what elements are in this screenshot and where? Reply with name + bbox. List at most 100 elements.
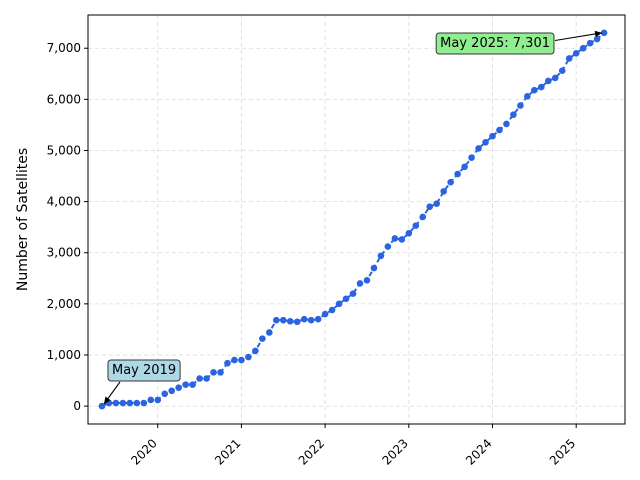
- data-point: [196, 375, 203, 382]
- y-tick-label: 2,000: [47, 297, 81, 311]
- data-point: [517, 102, 524, 109]
- data-point: [245, 353, 252, 361]
- data-point: [579, 44, 587, 52]
- data-point: [377, 252, 385, 260]
- data-point: [538, 83, 545, 91]
- data-point: [293, 318, 301, 326]
- data-point: [363, 277, 371, 284]
- y-tick-label: 6,000: [47, 92, 81, 106]
- annotation-arrowhead: [103, 396, 111, 405]
- y-tick-label: 4,000: [47, 195, 81, 209]
- data-point: [335, 300, 343, 308]
- data-point: [370, 264, 378, 272]
- data-point: [489, 132, 496, 140]
- data-point: [147, 396, 155, 404]
- data-points-layer: [98, 29, 608, 410]
- data-point: [119, 399, 127, 407]
- data-point: [593, 35, 601, 43]
- data-point: [126, 399, 134, 407]
- data-point: [231, 356, 238, 364]
- data-point: [572, 50, 580, 57]
- data-point: [461, 163, 468, 171]
- data-point: [300, 315, 308, 323]
- annotations-layer: May 2019 May 2025: 7,301: [103, 30, 603, 405]
- data-point: [510, 111, 517, 118]
- data-point: [524, 92, 531, 100]
- data-point: [328, 306, 336, 314]
- data-point: [391, 235, 399, 242]
- data-point: [252, 347, 259, 355]
- data-point: [182, 381, 189, 388]
- x-tick-label: 2021: [212, 436, 243, 467]
- data-point: [454, 170, 461, 178]
- data-point: [405, 230, 413, 237]
- x-tick-label: 2022: [296, 436, 327, 467]
- data-point: [266, 329, 273, 336]
- x-axis-ticks: 2020 2021 2022 2023 2024 2025: [128, 424, 578, 468]
- data-point: [475, 145, 482, 152]
- series-line: [101, 32, 605, 408]
- data-point: [286, 317, 294, 325]
- data-point: [321, 310, 329, 318]
- data-point: [224, 359, 231, 367]
- y-tick-label: 3,000: [47, 246, 81, 260]
- data-point: [565, 55, 573, 62]
- data-point: [133, 399, 141, 407]
- x-tick-label: 2024: [463, 436, 494, 467]
- data-point: [342, 295, 350, 303]
- data-point: [168, 387, 175, 395]
- data-point: [356, 280, 364, 287]
- data-point: [426, 203, 434, 211]
- data-point: [419, 213, 427, 221]
- data-point: [259, 335, 266, 342]
- data-point: [210, 369, 217, 376]
- data-point: [440, 188, 447, 195]
- data-point: [503, 120, 510, 128]
- y-tick-label: 0: [73, 399, 81, 413]
- y-axis-label: Number of Satellites: [15, 148, 31, 291]
- y-tick-label: 7,000: [47, 41, 81, 55]
- y-axis-ticks: 0 1,000 2,000 3,000 4,000 5,000 6,000 7,000: [47, 41, 88, 413]
- data-point: [98, 402, 106, 410]
- annotation-box: [107, 359, 181, 382]
- data-point: [272, 316, 280, 324]
- y-tick-label: 1,000: [47, 348, 81, 362]
- data-point: [217, 369, 224, 376]
- annotation-arrowhead: [594, 30, 603, 38]
- data-point: [175, 384, 182, 392]
- data-point: [161, 390, 169, 398]
- annotation: May 2019: [103, 359, 181, 405]
- data-point: [112, 399, 120, 407]
- data-point: [468, 154, 475, 161]
- annotation-box: [435, 32, 555, 55]
- data-point: [586, 39, 594, 47]
- data-point: [433, 200, 441, 207]
- data-point: [140, 399, 148, 407]
- data-point: [398, 236, 406, 243]
- annotation-arrow: [554, 32, 603, 42]
- data-point: [600, 29, 608, 37]
- data-point: [551, 74, 559, 82]
- data-point: [558, 67, 566, 75]
- data-point: [531, 86, 538, 94]
- x-tick-label: 2020: [128, 436, 159, 467]
- x-tick-label: 2023: [379, 436, 410, 467]
- grid-lines: [88, 15, 625, 424]
- data-point: [238, 356, 245, 364]
- data-point: [482, 139, 489, 146]
- x-tick-label: 2025: [547, 436, 578, 467]
- data-point: [203, 375, 210, 382]
- data-point: [314, 315, 322, 323]
- series-line-layer: [101, 32, 605, 408]
- data-point: [544, 77, 552, 85]
- data-point: [384, 243, 392, 250]
- data-point: [496, 126, 503, 134]
- annotation: May 2025: 7,301: [435, 30, 603, 55]
- plot-area-frame: [87, 14, 626, 425]
- annotation-text: May 2019: [112, 363, 176, 378]
- annotation-text: May 2025: 7,301: [440, 36, 550, 51]
- data-point: [447, 178, 454, 186]
- data-point: [307, 316, 315, 324]
- data-point: [154, 396, 162, 404]
